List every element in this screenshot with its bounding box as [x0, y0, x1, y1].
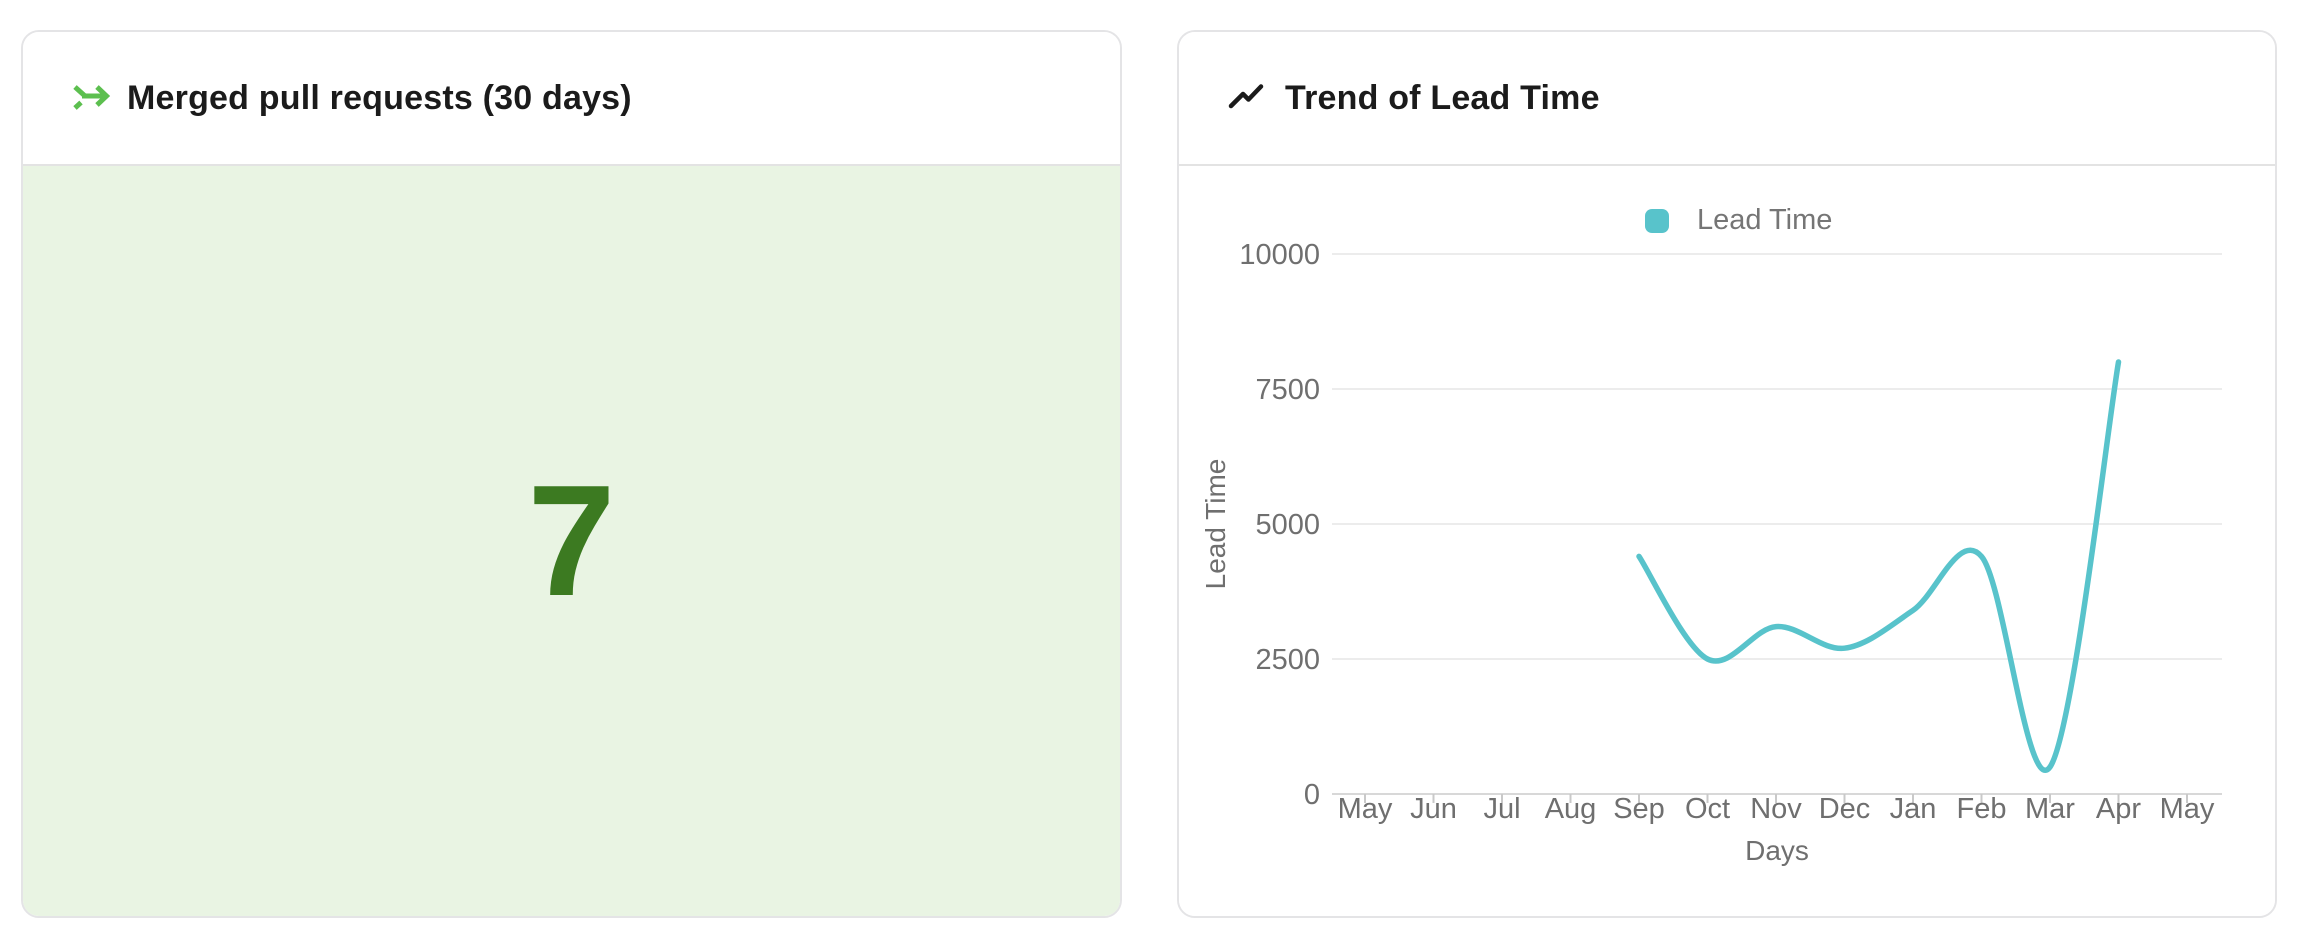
x-axis-title: Days	[1745, 835, 1809, 866]
merged-pr-count-value: 7	[527, 453, 616, 629]
lead-time-chart: 0 2500 5000 7500 10000 May Jun Jul Aug Sep Oct Nov D…	[1179, 166, 2275, 916]
y-tick-label: 10000	[1239, 239, 1320, 271]
x-tick-label: Apr	[2096, 793, 2141, 825]
card-title: Trend of Lead Time	[1285, 78, 1600, 117]
x-tick-label: May	[1338, 793, 1393, 825]
y-tick-label: 5000	[1255, 509, 1320, 541]
lead-time-trend-header: Trend of Lead Time	[1179, 32, 2275, 166]
merged-pr-count-panel: 7	[23, 166, 1120, 916]
x-tick-label: Sep	[1613, 793, 1665, 825]
legend-swatch	[1645, 208, 1669, 233]
x-tick-label: Jan	[1890, 793, 1937, 825]
y-tick-label: 0	[1304, 779, 1320, 811]
y-tick-label: 2500	[1255, 644, 1320, 676]
card-title: Merged pull requests (30 days)	[127, 78, 632, 117]
chart-legend[interactable]: Lead Time	[1645, 204, 1832, 237]
lead-time-trend-card: Trend of Lead Time 0 2500 5000 7500 10000 May…	[1177, 30, 2277, 918]
x-tick-label: May	[2160, 793, 2215, 825]
x-tick-label: Aug	[1545, 793, 1597, 825]
x-tick-label: Mar	[2025, 793, 2075, 825]
trending-up-icon	[1227, 80, 1269, 116]
y-tick-label: 7500	[1255, 374, 1320, 406]
x-tick-label: Jun	[1410, 793, 1457, 825]
merged-pull-requests-header: Merged pull requests (30 days)	[23, 32, 1120, 166]
y-axis-title: Lead Time	[1200, 459, 1231, 590]
x-tick-label: Jul	[1483, 793, 1520, 825]
series-line	[1636, 359, 2122, 773]
x-tick-label: Feb	[1957, 793, 2007, 825]
merged-pull-requests-card: Merged pull requests (30 days) 7	[21, 30, 1122, 918]
x-tick-label: Oct	[1685, 793, 1730, 825]
x-tick-label: Dec	[1819, 793, 1871, 825]
x-tick-label: Nov	[1750, 793, 1802, 825]
merge-arrow-icon	[71, 82, 111, 114]
lead-time-chart-canvas: 0 2500 5000 7500 10000 May Jun Jul Aug Sep Oct Nov D…	[1200, 239, 2222, 866]
legend-label: Lead Time	[1697, 204, 1833, 236]
